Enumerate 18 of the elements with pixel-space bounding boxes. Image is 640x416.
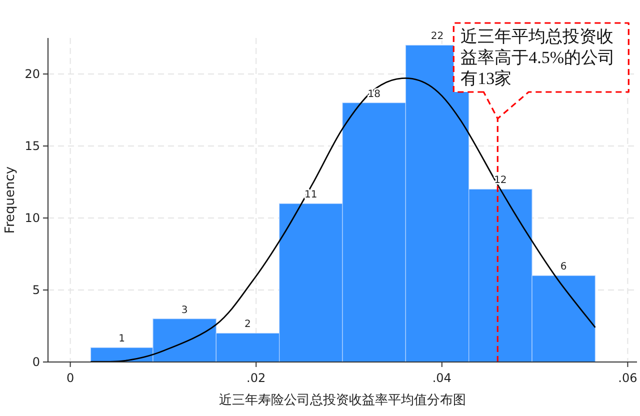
y-tick-label: 0 — [32, 355, 40, 369]
x-tick-label: .06 — [618, 371, 638, 385]
data-label: 18 — [368, 88, 380, 100]
y-axis-title: Frequency — [3, 166, 18, 234]
data-label: 2 — [244, 319, 251, 330]
x-tick-label: .02 — [246, 371, 266, 385]
x-axis-title: 近三年寿险公司总投资收益率平均值分布图 — [219, 392, 466, 408]
x-tick-label: .04 — [432, 371, 452, 385]
y-tick-label: 5 — [32, 283, 40, 297]
data-label: 6 — [560, 262, 567, 273]
data-label: 3 — [181, 304, 188, 316]
y-tick-label: 20 — [24, 67, 40, 81]
data-label: 22 — [430, 31, 444, 42]
y-tick-label: 15 — [24, 139, 40, 153]
data-label: 1 — [118, 334, 126, 345]
x-tick-label: 0 — [66, 371, 74, 385]
y-tick-label: 10 — [24, 211, 40, 225]
annotation: 近三年平均总投资收益率高于4.5%的公司有13家 — [460, 27, 616, 88]
